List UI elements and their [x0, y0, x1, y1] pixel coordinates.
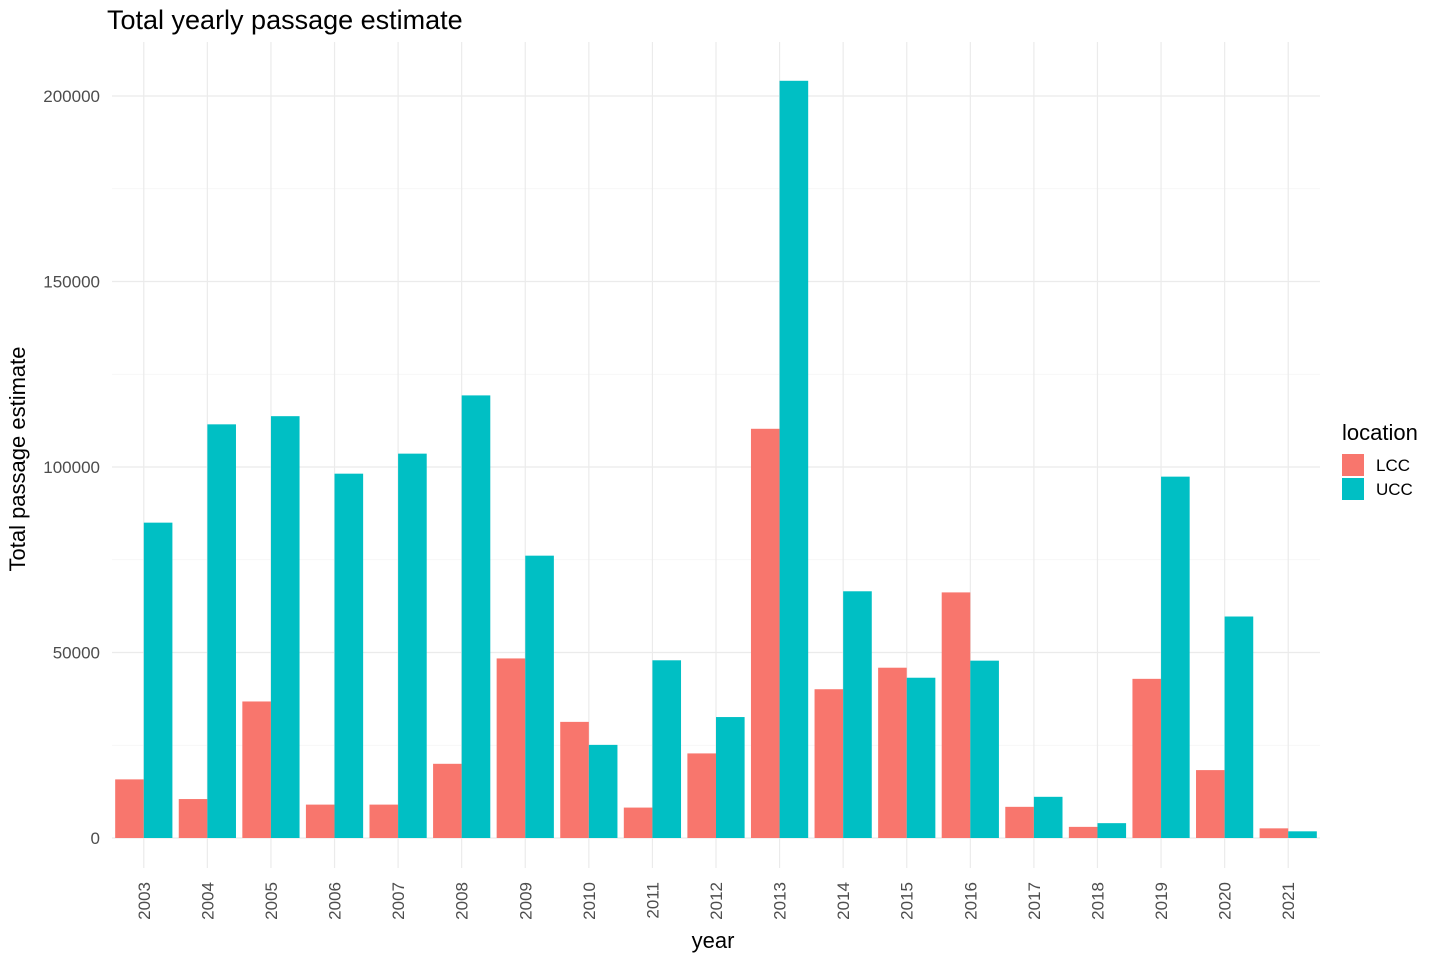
bar-lcc-2010: [560, 721, 589, 838]
bar-lcc-2004: [178, 799, 208, 838]
bars: [115, 80, 1317, 838]
x-tick-label: 2014: [834, 882, 853, 920]
y-tick-label: 150000: [43, 273, 100, 292]
y-axis-title: Total passage estimate: [5, 346, 30, 571]
x-tick-label: 2015: [898, 882, 917, 920]
bar-ucc-2017: [1033, 796, 1063, 838]
x-tick-label: 2008: [453, 882, 472, 920]
chart-title: Total yearly passage estimate: [107, 5, 463, 35]
bar-ucc-2014: [843, 591, 872, 838]
bar-lcc-2011: [623, 807, 653, 838]
bar-lcc-2012: [687, 753, 716, 838]
legend: location LCC UCC: [1342, 420, 1418, 500]
y-tick-label: 100000: [43, 458, 100, 477]
bar-lcc-2015: [878, 667, 907, 838]
bar-lcc-2020: [1196, 770, 1225, 838]
x-tick-label: 2020: [1216, 882, 1235, 920]
bar-ucc-2005: [270, 416, 300, 838]
x-tick-label: 2011: [643, 882, 662, 919]
bar-lcc-2005: [242, 701, 271, 838]
x-tick-label: 2018: [1088, 882, 1107, 920]
bar-ucc-2007: [398, 453, 427, 838]
y-tick-label: 200000: [43, 87, 100, 106]
bar-ucc-2010: [588, 744, 618, 838]
x-tick-label: 2006: [326, 882, 345, 920]
bar-ucc-2011: [652, 660, 682, 838]
x-tick-label: 2004: [198, 882, 217, 920]
bar-lcc-2017: [1005, 806, 1034, 838]
bar-lcc-2009: [496, 658, 526, 838]
legend-swatch-lcc: [1342, 454, 1364, 476]
x-axis-title: year: [692, 928, 735, 953]
bar-ucc-2012: [716, 717, 745, 838]
bar-ucc-2015: [906, 677, 936, 838]
x-tick-label: 2005: [262, 882, 281, 920]
bar-ucc-2013: [779, 80, 809, 838]
y-tick-label: 50000: [53, 644, 100, 663]
legend-label-ucc: UCC: [1376, 480, 1413, 499]
bar-ucc-2018: [1097, 823, 1127, 838]
bar-ucc-2003: [143, 522, 173, 838]
x-tick-label: 2003: [135, 882, 154, 920]
bar-lcc-2003: [115, 779, 144, 838]
y-axis-ticks: 0 50000 100000 150000 200000: [43, 87, 100, 848]
x-tick-label: 2007: [389, 882, 408, 920]
bar-lcc-2006: [305, 804, 335, 838]
bar-lcc-2021: [1259, 828, 1289, 838]
bar-ucc-2021: [1288, 831, 1317, 838]
legend-title: location: [1342, 420, 1418, 445]
bar-ucc-2009: [525, 555, 554, 838]
bar-lcc-2007: [369, 804, 399, 838]
bar-lcc-2019: [1132, 678, 1162, 838]
x-axis-ticks: 2003 2004 2005 2006 2007 2008 2009 2010 2011 2012…: [135, 882, 1298, 920]
x-tick-label: 2019: [1152, 882, 1171, 920]
x-tick-label: 2009: [516, 882, 535, 920]
legend-swatch-ucc: [1342, 478, 1364, 500]
bar-lcc-2013: [750, 428, 780, 838]
bar-lcc-2014: [814, 689, 844, 838]
bar-ucc-2004: [207, 424, 236, 838]
x-tick-label: 2012: [707, 882, 726, 920]
bar-ucc-2006: [334, 473, 364, 838]
x-tick-label: 2016: [961, 882, 980, 920]
x-tick-label: 2010: [580, 882, 599, 920]
x-tick-label: 2017: [1025, 882, 1044, 920]
bar-ucc-2016: [970, 660, 999, 838]
bar-lcc-2018: [1068, 826, 1098, 838]
bar-ucc-2019: [1161, 476, 1190, 838]
legend-label-lcc: LCC: [1376, 456, 1410, 475]
bar-ucc-2008: [461, 395, 491, 838]
bar-lcc-2008: [433, 763, 462, 838]
y-tick-label: 0: [91, 829, 100, 848]
x-tick-label: 2013: [771, 882, 790, 920]
bar-ucc-2020: [1224, 616, 1254, 838]
bar-lcc-2016: [941, 592, 971, 838]
x-tick-label: 2021: [1279, 882, 1298, 920]
